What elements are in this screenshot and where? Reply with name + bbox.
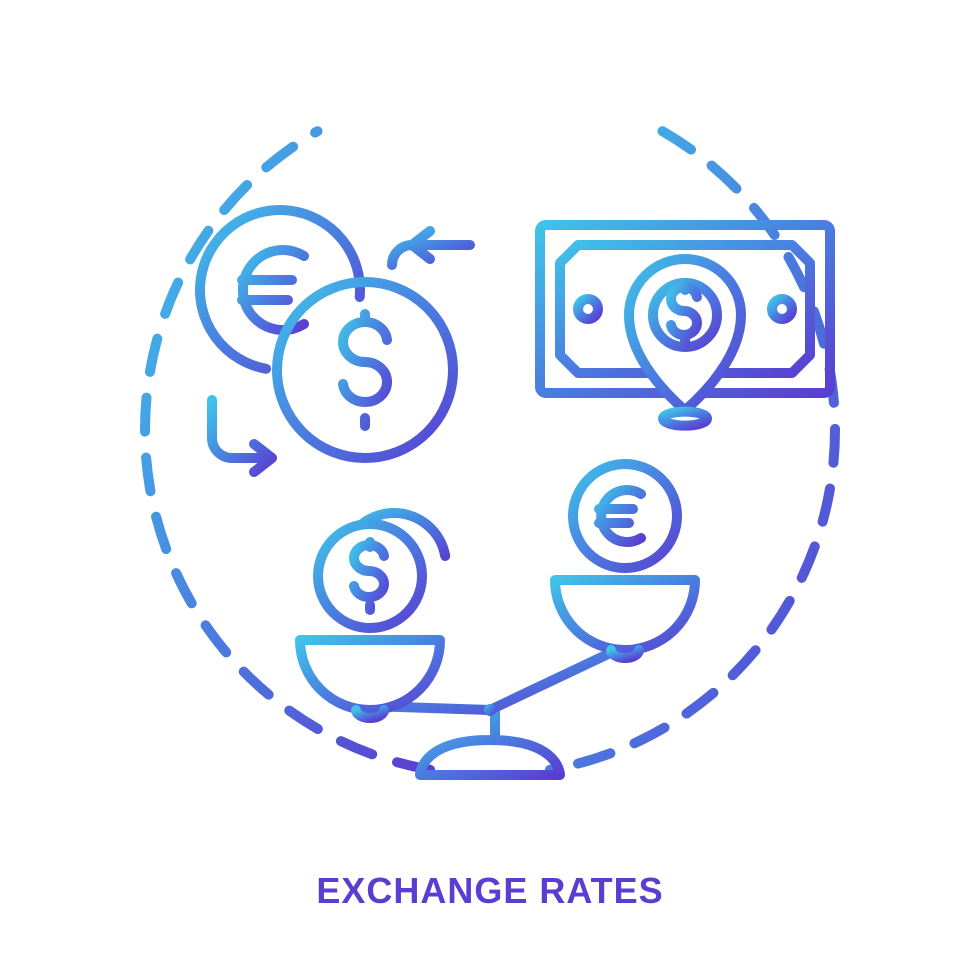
scale-pivot [484,704,496,716]
exchange-rates-icon [0,0,980,980]
scale-bowl-left [300,640,440,710]
right-coin [573,464,677,568]
scale-bowl-right [555,580,695,650]
banknote-dot-left [578,299,598,319]
scale-base [420,710,560,775]
dollar-coin-outline [277,282,453,458]
banknote-dot-right [772,299,792,319]
infographic-container: EXCHANGE RATES [0,0,980,980]
dollar-symbol-icon [343,314,387,426]
exchange-arrow-top-icon [392,231,470,265]
pin-shadow [663,412,707,426]
exchange-arrow-bottom-icon [212,400,272,472]
caption-title: EXCHANGE RATES [0,870,980,912]
